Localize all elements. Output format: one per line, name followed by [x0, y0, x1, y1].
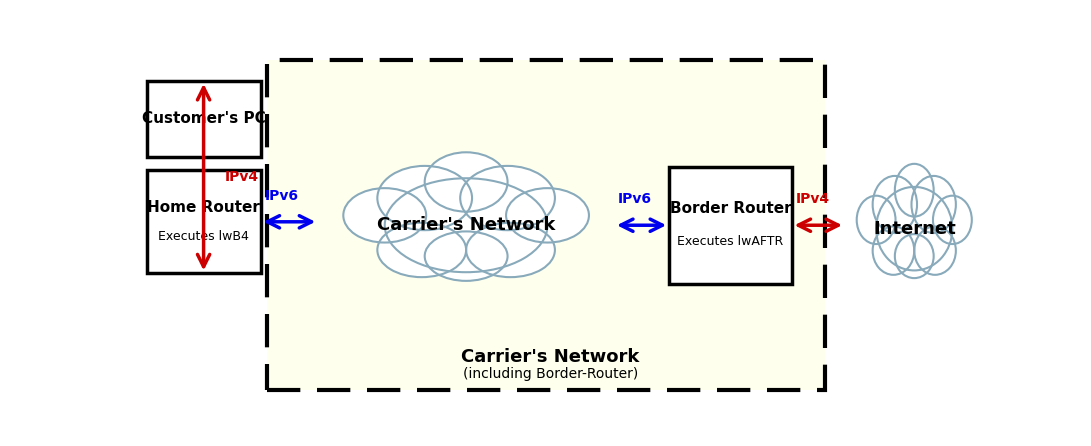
Bar: [146, 81, 261, 157]
Ellipse shape: [377, 166, 472, 230]
Text: Carrier's Network: Carrier's Network: [461, 348, 639, 367]
Text: Executes lwAFTR: Executes lwAFTR: [678, 235, 783, 248]
Bar: [267, 60, 826, 390]
Text: Executes lwB4: Executes lwB4: [158, 230, 249, 243]
Ellipse shape: [876, 187, 952, 270]
Text: Carrier's Network: Carrier's Network: [377, 216, 555, 234]
Text: Internet: Internet: [873, 220, 956, 238]
Ellipse shape: [377, 223, 466, 277]
Ellipse shape: [424, 152, 507, 212]
Text: (including Border-Router): (including Border-Router): [463, 367, 638, 380]
Ellipse shape: [856, 196, 896, 244]
Ellipse shape: [895, 234, 934, 278]
Ellipse shape: [873, 227, 914, 275]
Ellipse shape: [424, 231, 507, 281]
Ellipse shape: [873, 176, 918, 233]
Ellipse shape: [914, 227, 956, 275]
Ellipse shape: [466, 223, 555, 277]
Text: IPv6: IPv6: [619, 192, 652, 206]
Text: Border Router: Border Router: [670, 202, 791, 216]
Ellipse shape: [911, 176, 956, 233]
Text: IPv4: IPv4: [795, 192, 830, 206]
Bar: [146, 170, 261, 273]
Text: IPv6: IPv6: [265, 189, 299, 203]
Ellipse shape: [385, 178, 548, 272]
Ellipse shape: [506, 188, 589, 243]
Text: Home Router: Home Router: [147, 200, 260, 215]
Bar: [669, 167, 792, 284]
Ellipse shape: [933, 196, 972, 244]
Ellipse shape: [895, 164, 934, 217]
Text: IPv4: IPv4: [225, 170, 259, 184]
Ellipse shape: [344, 188, 427, 243]
Text: Customer's PC: Customer's PC: [142, 111, 265, 126]
Ellipse shape: [460, 166, 555, 230]
